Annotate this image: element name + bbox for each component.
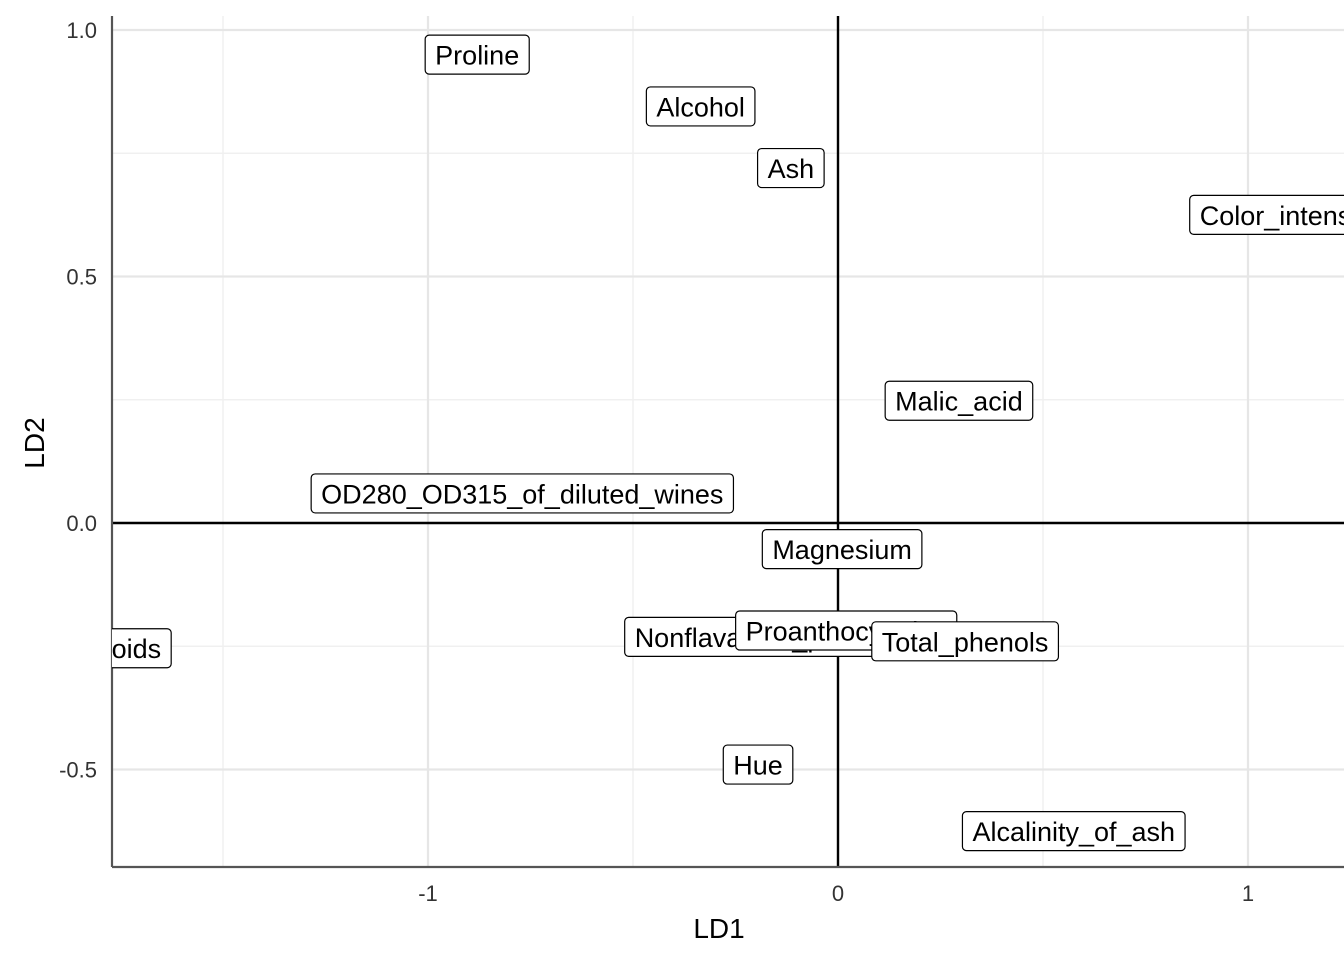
point-label-box <box>871 621 1060 662</box>
point-label-text: Color_intensity <box>1200 201 1344 231</box>
point-label: Alcalinity_of_ash <box>961 811 1186 852</box>
tick-labels: -1 0 1 -0.5 0.0 0.5 1.0 <box>59 18 1254 906</box>
point-label: Magnesium <box>761 529 923 570</box>
point-label-box <box>722 744 794 785</box>
point-label-box <box>310 473 735 514</box>
point-label-box <box>761 529 923 570</box>
point-label-box <box>1189 194 1344 235</box>
x-tick-label: 0 <box>832 881 844 906</box>
point-labels: Proline Alcohol Ash Color_intensity Malic_ac… <box>31 34 1344 852</box>
point-label-box <box>112 628 172 669</box>
point-label-box <box>424 34 530 75</box>
point-label-text: Alcalinity_of_ash <box>972 817 1175 847</box>
point-label: OD280_OD315_of_diluted_wines <box>310 473 735 514</box>
y-tick-label: 0.0 <box>66 511 97 536</box>
x-tick-label: -1 <box>418 881 438 906</box>
point-label-text: Proline <box>435 41 519 71</box>
x-axis-title: LD1 <box>693 913 744 944</box>
point-label-text: Alcohol <box>656 92 745 122</box>
point-label: Alcohol <box>645 86 756 127</box>
y-tick-label: 1.0 <box>66 18 97 43</box>
point-label: Color_intensity <box>1189 194 1344 235</box>
point-label: Ash <box>756 147 825 189</box>
y-axis-title: LD2 <box>19 417 50 468</box>
point-label: Flavanoids <box>31 628 172 669</box>
point-label-box <box>961 811 1186 852</box>
point-label: Malic_acid <box>884 380 1034 421</box>
point-label-box <box>884 380 1034 421</box>
reference-lines <box>112 16 1344 867</box>
point-label-text: Malic_acid <box>895 387 1023 417</box>
point-label-text: Flavanoids <box>31 634 162 664</box>
y-tick-label: -0.5 <box>59 758 97 783</box>
axes <box>110 16 1344 869</box>
point-label-text: OD280_OD315_of_diluted_wines <box>321 479 723 509</box>
point-label-box <box>645 86 756 127</box>
point-label-text: Magnesium <box>772 535 912 565</box>
grid <box>112 16 1344 867</box>
point-label-text: Hue <box>733 751 783 781</box>
x-tick-label: 1 <box>1242 881 1254 906</box>
point-label: Hue <box>722 744 794 785</box>
point-label: Total_phenols <box>871 621 1060 662</box>
y-tick-label: 0.5 <box>66 265 97 290</box>
point-label-text: Total_phenols <box>882 627 1049 657</box>
point-label-box <box>756 147 825 189</box>
point-label-text: Ash <box>768 154 815 184</box>
point-label: Proline <box>424 34 530 75</box>
